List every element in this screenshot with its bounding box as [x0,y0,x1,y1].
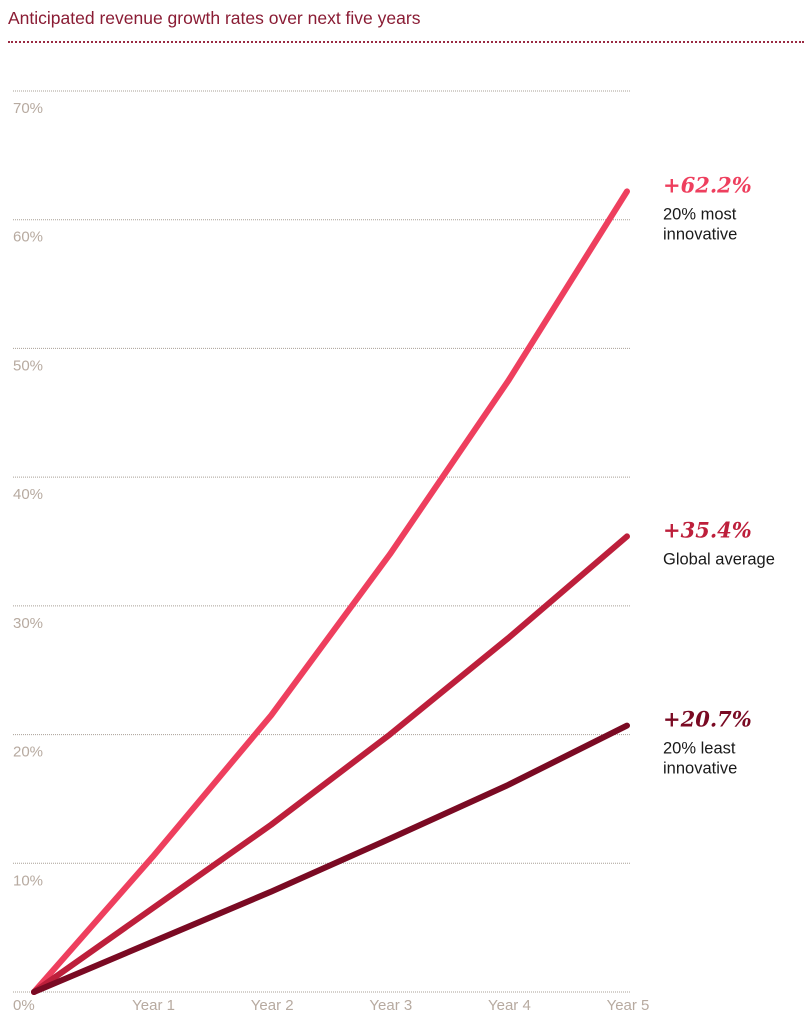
series-lines [31,188,630,995]
series-end-value: +62.2% [663,172,752,197]
series-end-label: Global average [663,550,775,568]
x-tick-label: Year 2 [251,997,294,1014]
y-axis-ticks: 10% 20% 30% 40% 50% 60% 70% [13,100,43,889]
series-line-low [31,722,630,995]
gridlines [13,90,630,993]
series-end-label: 20% least [663,740,736,758]
y-tick-label: 20% [13,744,43,761]
title-divider [8,41,804,43]
origin-label: 0% [13,997,35,1014]
series-end-value: +35.4% [663,517,752,542]
x-axis-ticks: 0% Year 1 Year 2 Year 3 Year 4 Year 5 [13,997,649,1014]
series-end-label: innovative [663,760,737,778]
chart-title: Anticipated revenue growth rates over ne… [8,8,421,28]
x-tick-label: Year 5 [607,997,650,1014]
y-tick-label: 30% [13,615,43,632]
x-tick-label: Year 3 [369,997,412,1014]
x-tick-label: Year 4 [488,997,531,1014]
series-end-label: 20% most [663,205,737,223]
series-end-labels: +62.2% 20% most innovative +35.4% Global ave… [663,172,775,777]
series-line-top [31,188,630,995]
y-tick-label: 10% [13,872,43,889]
y-tick-label: 70% [13,100,43,117]
y-tick-label: 60% [13,229,43,246]
series-end-label: innovative [663,225,737,243]
series-end-value: +20.7% [663,707,752,732]
y-tick-label: 50% [13,357,43,374]
x-tick-label: Year 1 [132,997,175,1014]
series-line-avg [31,533,630,995]
y-tick-label: 40% [13,486,43,503]
